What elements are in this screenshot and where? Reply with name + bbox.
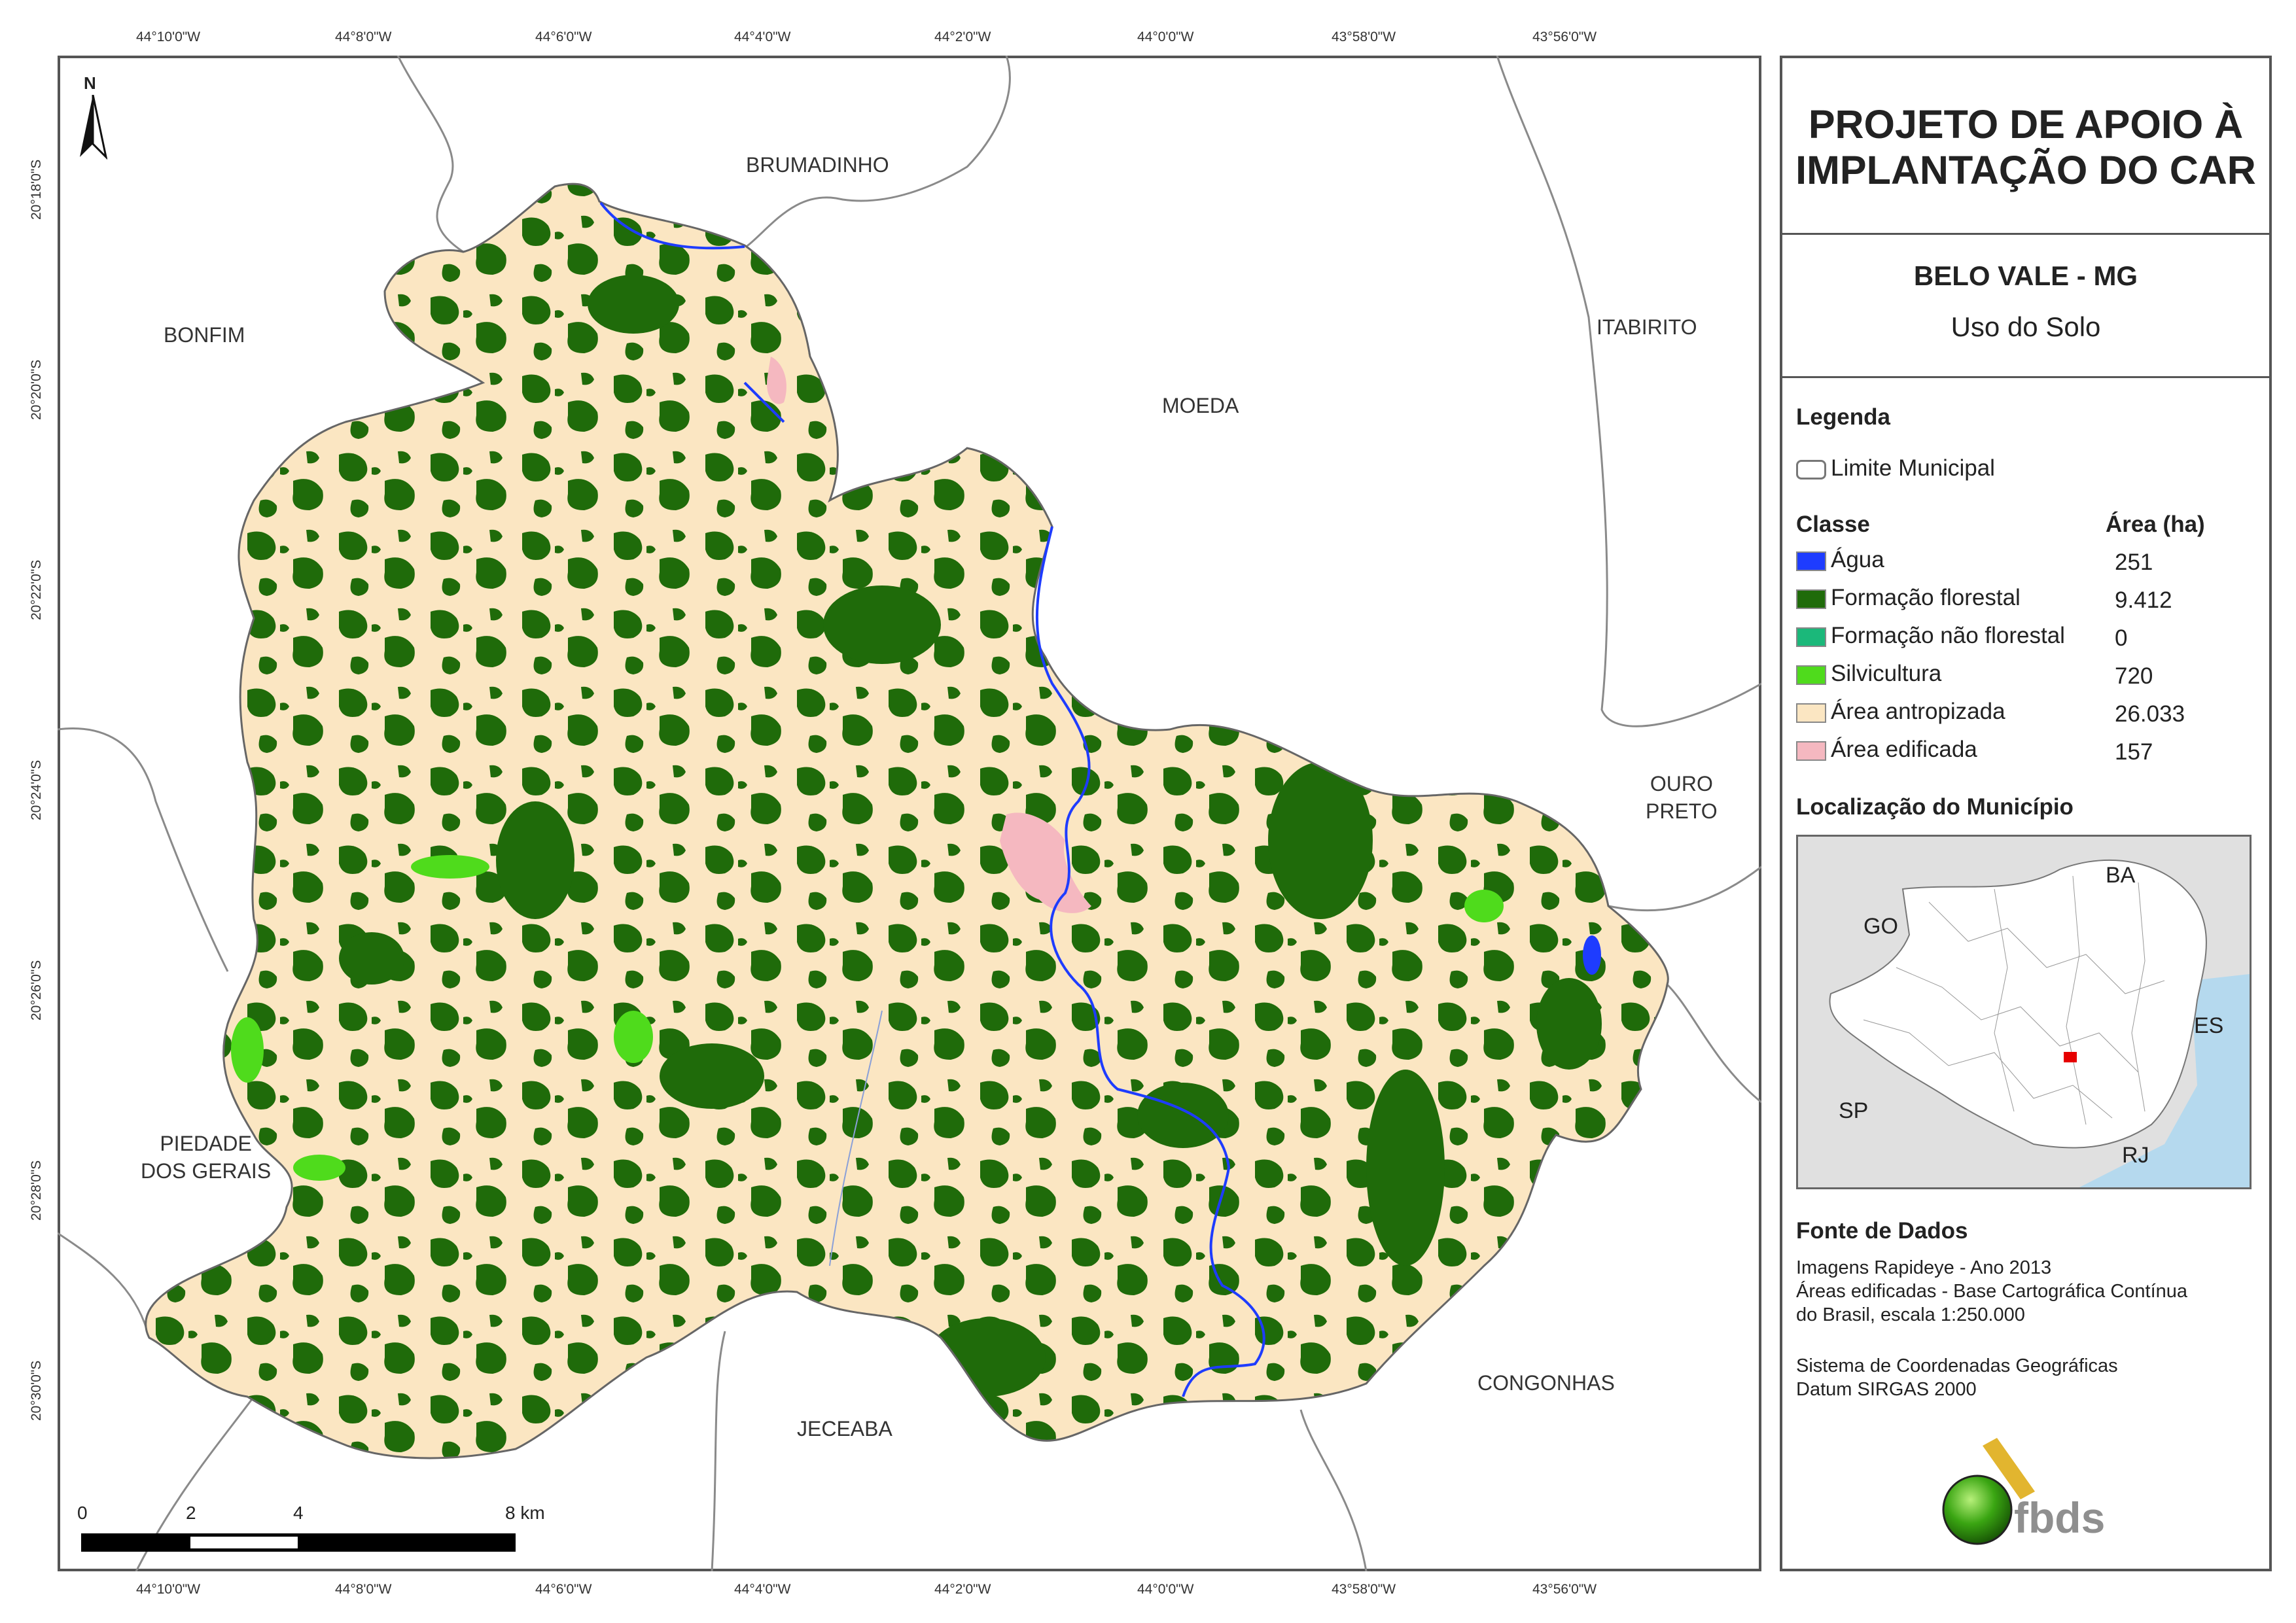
left-lat-label-4: 20°24'0"S: [29, 759, 44, 820]
stream: [829, 1010, 883, 1266]
class-area-formacao-florestal: 9.412: [2115, 587, 2172, 613]
class-label-silvicultura: Silvicultura: [1831, 661, 1942, 686]
swatch-area-edificada: [1796, 741, 1826, 761]
state-label-es: ES: [2194, 1013, 2224, 1038]
top-lon-label-1: 44°10'0"W: [136, 29, 201, 44]
neighbor-label-bonfim: BONFIM: [164, 323, 245, 347]
swatch-area-antropizada: [1796, 703, 1826, 723]
class-area-area-edificada: 157: [2115, 739, 2153, 765]
land-cover: [145, 184, 1669, 1458]
left-lat-label-6: 20°28'0"S: [29, 1160, 44, 1221]
bottom-lon-label-2: 44°8'0"W: [335, 1582, 392, 1597]
bottom-lon-label-8: 43°56'0"W: [1532, 1582, 1597, 1597]
boundary-swatch: [1796, 460, 1826, 480]
legend-panel: [1780, 56, 2272, 1571]
crs-line-1: Sistema de Coordenadas Geográficas: [1796, 1355, 2118, 1376]
inset-map-drawing: [1829, 859, 2250, 1187]
swatch-silvicultura: [1796, 665, 1826, 685]
panel-title: PROJETO DE APOIO À IMPLANTAÇÃO DO CAR: [1795, 102, 2256, 193]
bottom-lon-label-6: 44°0'0"W: [1137, 1582, 1194, 1597]
class-label-agua: Água: [1831, 547, 1884, 572]
scalebar-white-segment: [190, 1537, 298, 1548]
source-line-3: do Brasil, escala 1:250.000: [1796, 1304, 2025, 1325]
legend-title: Legenda: [1796, 404, 1890, 430]
class-area-area-antropizada: 26.033: [2115, 701, 2185, 727]
state-label-sp: SP: [1839, 1098, 1869, 1123]
boundary-label: Limite Municipal: [1831, 455, 1995, 481]
top-lon-label-7: 43°58'0"W: [1332, 29, 1396, 44]
area-header: Área (ha): [2106, 512, 2205, 537]
neighbor-label-congonhas: CONGONHAS: [1477, 1371, 1615, 1395]
neighbor-label-brumadinho: BRUMADINHO: [746, 153, 889, 177]
left-lat-label-7: 20°30'0"S: [29, 1360, 44, 1421]
class-label-area-antropizada: Área antropizada: [1831, 699, 2005, 724]
location-title: Localização do Município: [1796, 794, 2074, 820]
scalebar: [81, 1533, 516, 1552]
swatch-formacao-nao-florestal: [1796, 627, 1826, 647]
class-area-silvicultura: 720: [2115, 663, 2153, 689]
bottom-lon-label-7: 43°58'0"W: [1332, 1582, 1396, 1597]
class-area-agua: 251: [2115, 550, 2153, 575]
municipality-name: BELO VALE - MG: [1913, 260, 2138, 291]
north-arrow-icon: [80, 95, 107, 160]
panel-divider-1: [1782, 233, 2269, 235]
source-title: Fonte de Dados: [1796, 1218, 1968, 1244]
state-label-ba: BA: [2106, 863, 2136, 888]
top-lon-label-4: 44°4'0"W: [734, 29, 791, 44]
top-lon-label-6: 44°0'0"W: [1137, 29, 1194, 44]
map-theme: Uso do Solo: [1951, 311, 2101, 342]
location-inset-map: BA GO ES SP RJ: [1796, 835, 2252, 1189]
neighbor-label-moeda: MOEDA: [1162, 394, 1239, 417]
class-label-formacao-florestal: Formação florestal: [1831, 585, 2021, 610]
left-lat-label-3: 20°22'0"S: [29, 559, 44, 620]
top-lon-label-3: 44°6'0"W: [535, 29, 592, 44]
top-lon-label-5: 44°2'0"W: [934, 29, 991, 44]
state-label-rj: RJ: [2122, 1143, 2149, 1168]
north-arrow-label: N: [84, 73, 96, 93]
fbds-logo-text: fbds: [2014, 1493, 2106, 1542]
state-label-go: GO: [1863, 914, 1898, 939]
bottom-lon-label-5: 44°2'0"W: [934, 1582, 991, 1597]
municipal-boundary: [145, 183, 1669, 1459]
swatch-agua: [1796, 551, 1826, 571]
bottom-lon-label-4: 44°4'0"W: [734, 1582, 791, 1597]
built-up-area: [1000, 812, 1091, 913]
scalebar-label-0: 0: [77, 1503, 88, 1523]
neighbor-label-ouro-preto: OURO PRETO: [1646, 772, 1718, 823]
crs-line-2: Datum SIRGAS 2000: [1796, 1379, 1977, 1400]
source-line-2: Áreas edificadas - Base Cartográfica Con…: [1796, 1281, 2188, 1302]
class-label-area-edificada: Área edificada: [1831, 737, 1977, 762]
top-lon-label-2: 44°8'0"W: [335, 29, 392, 44]
map-canvas: [58, 56, 1761, 1571]
rivers: [599, 201, 1265, 1397]
source-line-1: Imagens Rapideye - Ano 2013: [1796, 1257, 2052, 1278]
class-label-formacao-nao-florestal: Formação não florestal: [1831, 623, 2065, 648]
neighbor-label-piedade-dos-gerais: PIEDADE DOS GERAIS: [141, 1132, 272, 1183]
bottom-lon-label-1: 44°10'0"W: [136, 1582, 201, 1597]
scalebar-label-2: 2: [186, 1503, 196, 1523]
bottom-lon-label-3: 44°6'0"W: [535, 1582, 592, 1597]
swatch-formacao-florestal: [1796, 589, 1826, 609]
left-lat-label-5: 20°26'0"S: [29, 960, 44, 1021]
class-header: Classe: [1796, 512, 1870, 537]
neighbor-label-itabirito: ITABIRITO: [1597, 315, 1697, 339]
neighbor-label-jeceaba: JECEABA: [797, 1417, 892, 1440]
left-lat-label-2: 20°20'0"S: [29, 359, 44, 420]
panel-divider-2: [1782, 376, 2269, 378]
fbds-logo-icon: [1942, 1438, 2035, 1545]
top-lon-label-8: 43°56'0"W: [1532, 29, 1597, 44]
scalebar-label-8: 8 km: [505, 1503, 545, 1523]
left-lat-label-1: 20°18'0"S: [29, 159, 44, 220]
class-area-formacao-nao-florestal: 0: [2115, 625, 2128, 651]
scalebar-label-4: 4: [293, 1503, 304, 1523]
